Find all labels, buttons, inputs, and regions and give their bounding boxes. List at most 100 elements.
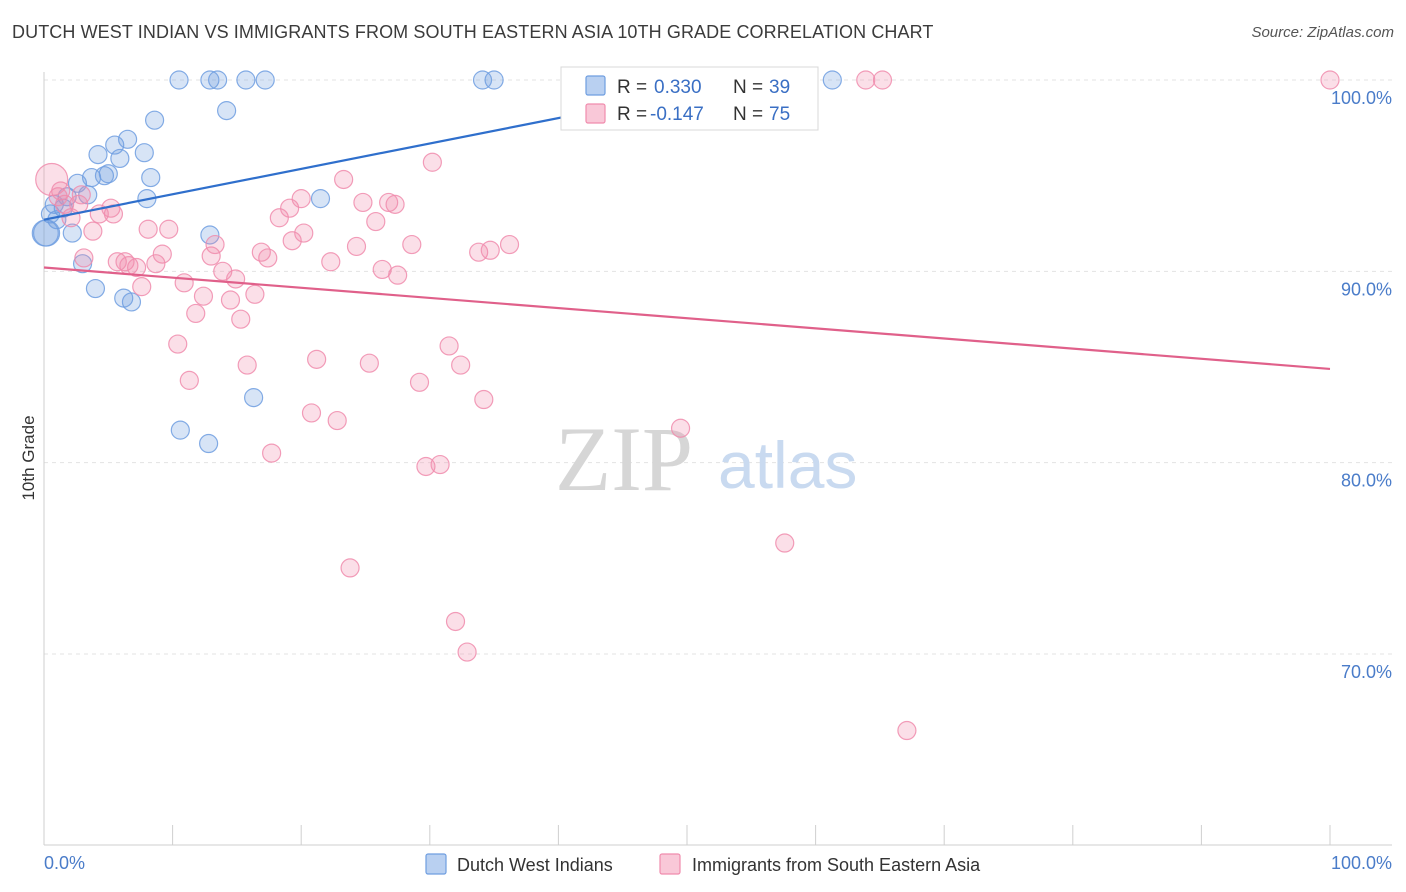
trend-line-immigrants-sea <box>43 266 1331 371</box>
data-point <box>340 558 360 578</box>
watermark: ZIP atlas <box>555 408 857 510</box>
data-point <box>121 292 142 312</box>
stats-n-value-0: 39 <box>769 77 790 98</box>
y-tick-label: 90.0% <box>1341 279 1392 299</box>
data-point <box>72 254 93 274</box>
data-point <box>159 219 179 239</box>
data-point <box>294 223 314 243</box>
data-point <box>430 454 450 475</box>
data-point <box>31 219 59 247</box>
data-point <box>269 208 289 228</box>
legend-swatch-dutch-west-indians <box>425 853 447 875</box>
legend-swatch-immigrants-sea <box>659 853 681 875</box>
data-point <box>1320 70 1340 90</box>
y-tick-label: 100.0% <box>1331 88 1392 108</box>
stats-n-label-1: N = <box>733 104 763 125</box>
data-point <box>872 70 893 90</box>
data-point <box>62 223 82 243</box>
data-point <box>474 389 494 410</box>
data-point <box>445 611 466 632</box>
data-point <box>366 211 386 232</box>
stats-r-label-0: R = <box>617 77 647 98</box>
x-tick-label-max: 100.0% <box>1331 853 1392 873</box>
data-point <box>353 192 373 213</box>
data-point <box>170 420 190 440</box>
data-point <box>179 370 199 390</box>
data-point <box>174 273 194 293</box>
data-point <box>98 164 118 184</box>
data-point <box>422 152 442 172</box>
data-point <box>134 143 154 163</box>
data-point <box>321 252 341 272</box>
data-point <box>484 70 504 90</box>
x-tick-label-min: 0.0% <box>44 853 85 873</box>
data-point <box>385 194 405 214</box>
data-point <box>359 353 379 373</box>
data-point <box>201 246 221 266</box>
data-point <box>897 720 917 741</box>
data-point <box>291 189 311 209</box>
data-point <box>200 70 220 90</box>
legend-label-dutch-west-indians: Dutch West Indians <box>457 855 613 875</box>
data-point <box>126 257 147 278</box>
data-point <box>472 70 493 90</box>
data-point <box>822 70 842 90</box>
data-point <box>327 410 347 431</box>
stats-r-label-1: R = <box>617 104 647 125</box>
series-immigrants-sea-points <box>35 70 1340 741</box>
data-point <box>262 443 282 463</box>
y-axis-label: 10th Grade <box>19 415 38 500</box>
data-point <box>208 70 228 90</box>
data-point <box>402 234 422 255</box>
data-point <box>499 234 520 255</box>
data-point <box>144 110 165 130</box>
data-point <box>231 309 251 329</box>
stats-n-value-1: 75 <box>769 104 790 125</box>
data-point <box>670 418 691 438</box>
data-point <box>83 221 103 241</box>
data-point <box>409 372 430 392</box>
stats-legend-swatch-blue <box>585 75 606 96</box>
stats-legend-swatch-pink <box>585 103 606 124</box>
stats-r-value-0: 0.330 <box>654 77 702 98</box>
data-point <box>51 181 71 201</box>
data-point <box>226 269 246 289</box>
data-point <box>107 252 127 272</box>
data-point <box>258 248 278 268</box>
data-point <box>346 236 367 257</box>
data-point <box>307 349 327 369</box>
y-tick-label: 80.0% <box>1341 471 1392 491</box>
data-point <box>71 185 91 205</box>
data-point <box>110 148 130 169</box>
data-point <box>245 284 265 304</box>
data-point <box>152 244 172 264</box>
watermark-atlas: atlas <box>718 428 857 502</box>
y-tick-label: 70.0% <box>1341 662 1392 682</box>
data-point <box>200 225 220 245</box>
data-point <box>85 278 106 299</box>
data-point <box>255 70 275 90</box>
data-point <box>168 334 188 354</box>
axes <box>43 72 1392 846</box>
data-point <box>451 355 471 375</box>
data-point <box>117 129 138 149</box>
data-point <box>301 403 322 423</box>
data-point <box>193 286 214 306</box>
data-point <box>205 234 225 255</box>
data-point <box>115 252 135 272</box>
x-axis-ticks <box>43 825 1331 845</box>
watermark-zip: ZIP <box>555 408 693 510</box>
data-point <box>217 101 237 121</box>
data-point <box>282 231 302 251</box>
legend-label-immigrants-sea: Immigrants from South Eastern Asia <box>692 855 981 875</box>
stats-n-label-0: N = <box>733 77 763 98</box>
source-label: Source: ZipAtlas.com <box>1251 24 1394 41</box>
data-point <box>169 70 189 90</box>
stats-legend: R = 0.330 N = 39 R = -0.147 N = 75 <box>560 66 819 131</box>
data-point <box>480 240 500 260</box>
data-point <box>132 277 152 297</box>
data-point <box>334 169 354 190</box>
data-point <box>199 433 219 454</box>
data-point <box>141 167 161 188</box>
